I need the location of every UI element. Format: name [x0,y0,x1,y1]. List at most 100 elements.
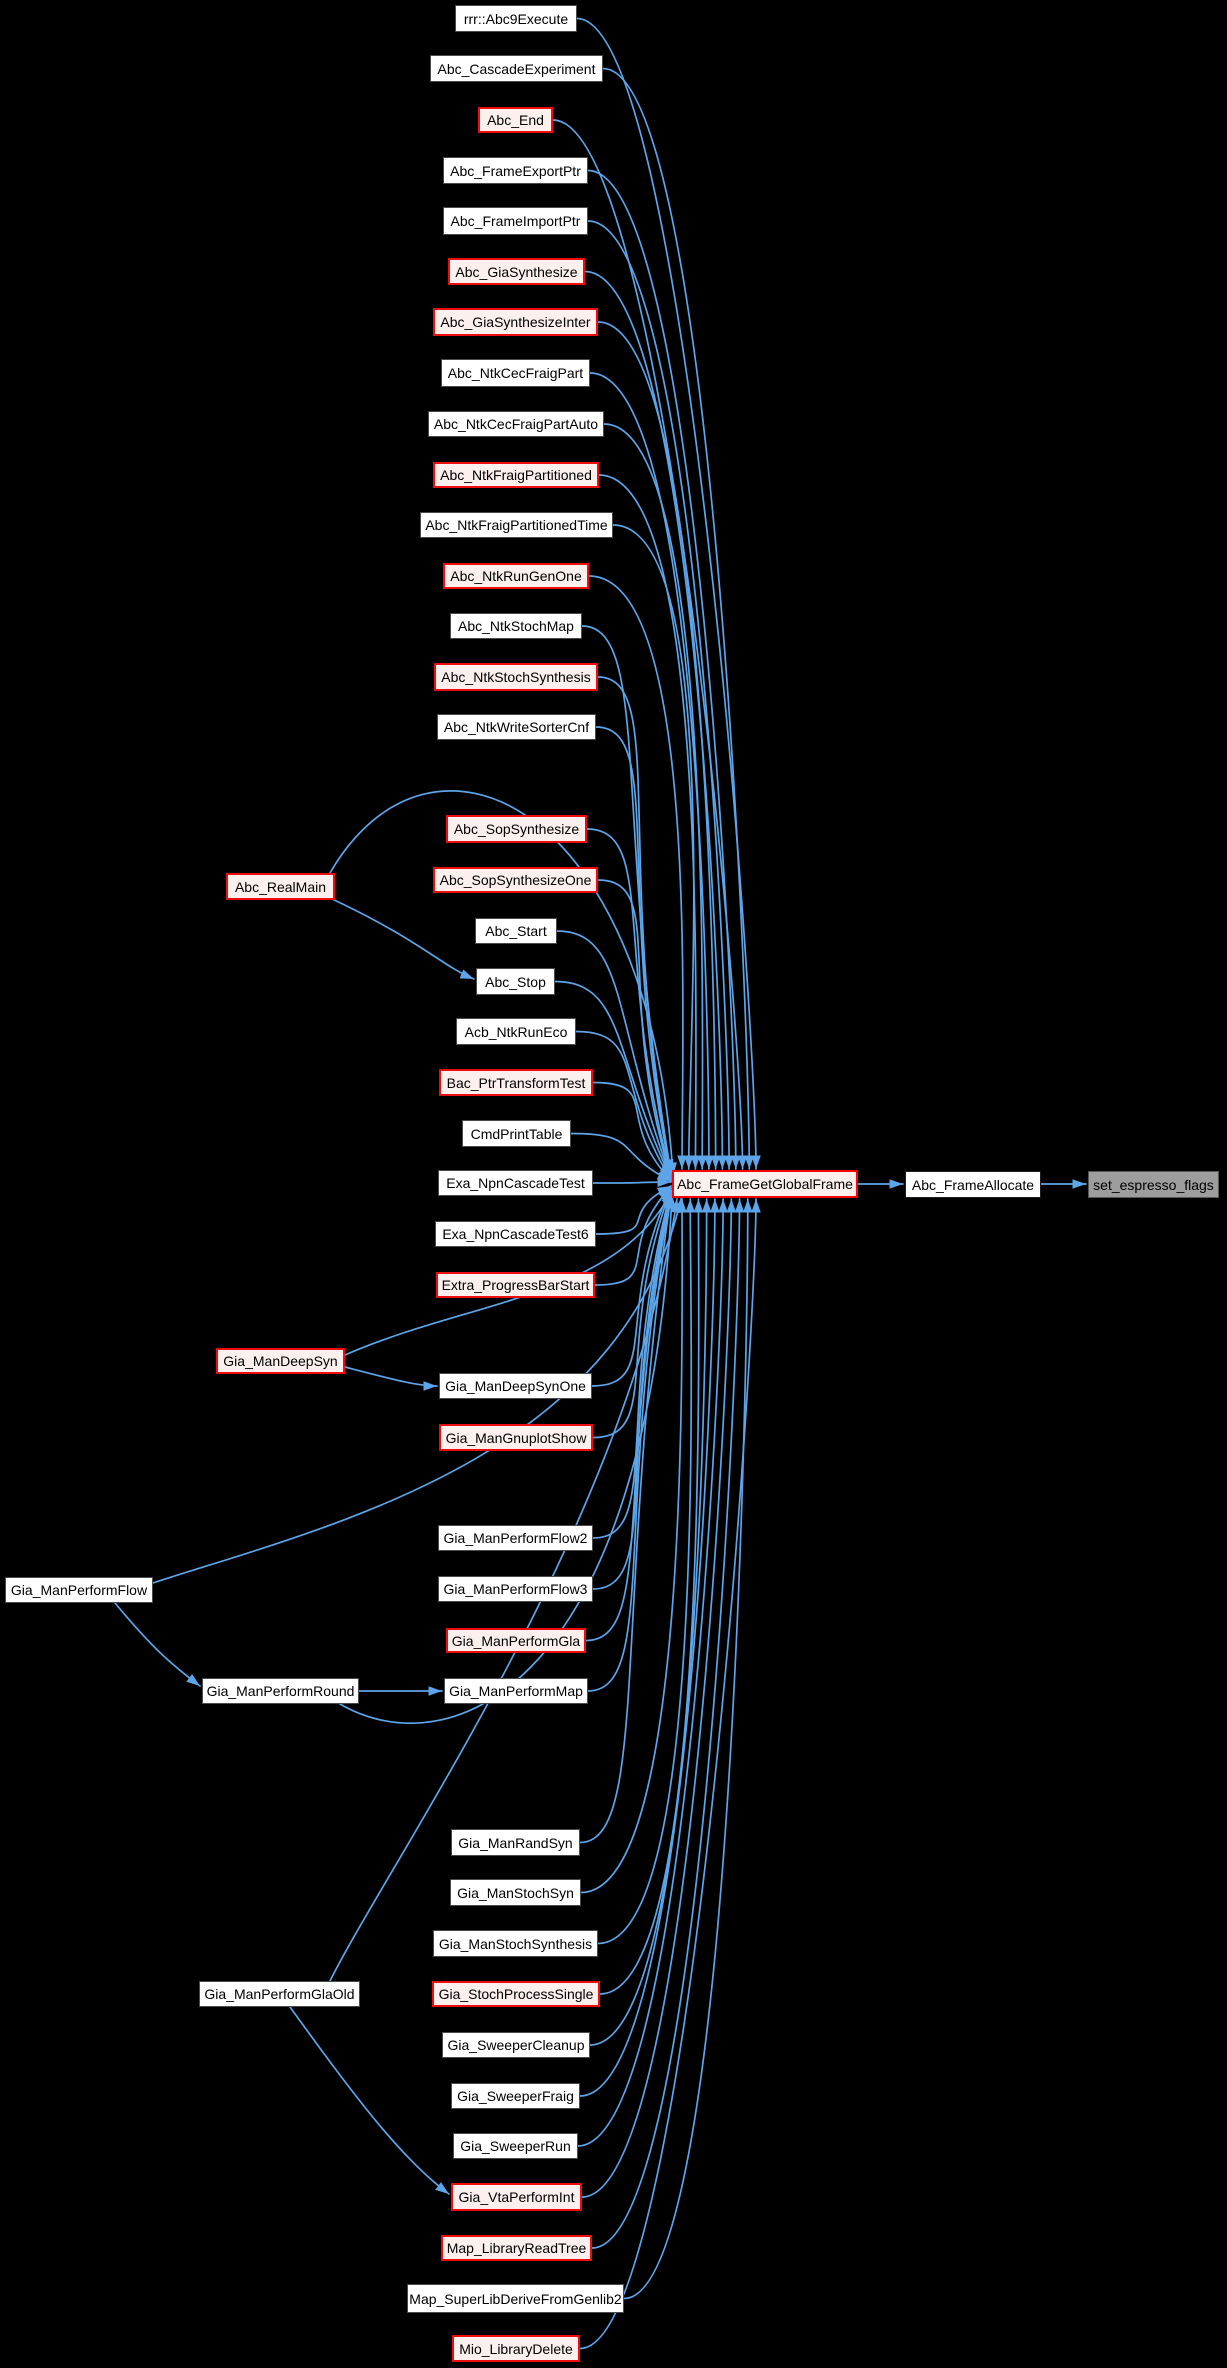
node-set-espresso-flags[interactable]: set_espresso_flags [1088,1171,1219,1198]
node-abc-giasynthesizeinter[interactable]: Abc_GiaSynthesizeInter [433,308,598,336]
node-gia-manstochsyn[interactable]: Gia_ManStochSyn [450,1879,581,1906]
node-abc-ntkrungenone[interactable]: Abc_NtkRunGenOne [443,563,589,589]
edge-abc-sopsynthesizeone-to-abc-framegetglobalframe [597,879,672,1178]
node-gia-mangnuplotshow[interactable]: Gia_ManGnuplotShow [439,1424,593,1451]
edge-gia-sweepercleanup-to-abc-framegetglobalframe [589,1198,708,2046]
node-exa-npncascadetest6[interactable]: Exa_NpnCascadeTest6 [435,1221,596,1247]
edge-abc-ntkstochsynthesis-to-abc-framegetglobalframe [597,676,672,1175]
node-gia-manperformflow2[interactable]: Gia_ManPerformFlow2 [438,1525,593,1551]
arrowhead-map-superlibderivefromgenlib2-to-abc-framegetglobalframe [742,1199,753,1213]
node-abc-end[interactable]: Abc_End [478,107,553,133]
node-gia-manperformround[interactable]: Gia_ManPerformRound [202,1678,359,1704]
edge-gia-sweeperrun-to-abc-framegetglobalframe [577,1198,724,2147]
arrowhead-abc-ntkfraigpartitionedtime-to-abc-framegetglobalframe [683,1155,694,1169]
node-gia-mandeepsyn[interactable]: Gia_ManDeepSyn [216,1348,345,1374]
node-bac-ptrtransformtest[interactable]: Bac_PtrTransformTest [439,1069,593,1096]
arrowhead-abc-giasynthesize-to-abc-framegetglobalframe [717,1155,728,1169]
node-abc-giasynthesize[interactable]: Abc_GiaSynthesize [448,258,585,285]
node-abc-ntkstochmap[interactable]: Abc_NtkStochMap [450,613,582,639]
node-gia-manperformmap[interactable]: Gia_ManPerformMap [444,1678,588,1704]
node-gia-manperformflow3[interactable]: Gia_ManPerformFlow3 [438,1576,593,1602]
node-abc-cascadeexperiment[interactable]: Abc_CascadeExperiment [430,55,603,82]
arrowhead-gia-manstochsynthesis-to-abc-framegetglobalframe [685,1199,696,1213]
arrowhead-abc-frameallocate-to-set-espresso-flags [1072,1179,1086,1189]
arrowhead-gia-sweeperrun-to-abc-framegetglobalframe [718,1199,728,1213]
node-abc-sopsynthesizeone[interactable]: Abc_SopSynthesizeOne [433,867,598,893]
node-mio-librarydelete[interactable]: Mio_LibraryDelete [452,2335,580,2362]
edge-abc-cascadeexperiment-to-abc-framegetglobalframe [602,67,751,1170]
arrowhead-abc-ntkcecfraigpartauto-to-abc-framegetglobalframe [697,1155,707,1169]
node-abc-frameexportptr[interactable]: Abc_FrameExportPtr [443,157,588,184]
node-gia-sweeperrun[interactable]: Gia_SweeperRun [453,2133,578,2159]
node-abc-ntkfraigpartitioned[interactable]: Abc_NtkFraigPartitioned [433,462,599,488]
node-abc-ntkwritesortercnf[interactable]: Abc_NtkWriteSorterCnf [437,714,596,740]
node-abc-stop[interactable]: Abc_Stop [476,968,555,995]
edge-abc-ntkcecfraigpartauto-to-abc-framegetglobalframe [603,423,704,1170]
edge-abc-sopsynthesize-to-abc-framegetglobalframe [586,828,672,1177]
node-exa-npncascadetest[interactable]: Exa_NpnCascadeTest [438,1170,593,1196]
node-map-libraryreadtree[interactable]: Map_LibraryReadTree [441,2235,592,2261]
edge-gia-mandeepsynone-to-abc-framegetglobalframe [591,1187,672,1387]
node-gia-sweeperfraig[interactable]: Gia_SweeperFraig [451,2083,580,2109]
edge-gia-manstochsynthesis-to-abc-framegetglobalframe [597,1198,693,1945]
edge-abc-giasynthesize-to-abc-framegetglobalframe [584,270,724,1170]
node-gia-manperformflow[interactable]: Gia_ManPerformFlow [5,1577,153,1603]
edge-abc-realmain-to-abc-stop [329,897,475,980]
arrowhead-gia-manperformglaold-to-abc-framegetglobalframe [670,1199,680,1214]
node-gia-manstochsynthesis[interactable]: Gia_ManStochSynthesis [433,1930,598,1957]
edge-gia-manperformglaold-to-gia-vtaperformint [289,2006,450,2195]
edge-abc-frameimportptr-to-abc-framegetglobalframe [587,220,730,1170]
arrowhead-gia-sweeperfraig-to-abc-framegetglobalframe [710,1199,720,1213]
edge-abc-stop-to-abc-framegetglobalframe [554,980,672,1180]
node-abc-ntkfraigpartitionedtime[interactable]: Abc_NtkFraigPartitionedTime [420,512,613,538]
node-cmdprinttable[interactable]: CmdPrintTable [462,1120,571,1147]
arrowhead-gia-mandeepsyn-to-gia-mandeepsynone [423,1381,437,1391]
arrowhead-exa-npncascadetest-to-abc-framegetglobalframe [657,1177,671,1187]
edge-gia-stochprocesssingle-to-abc-framegetglobalframe [599,1198,700,1995]
node-extra-progressbarstart[interactable]: Extra_ProgressBarStart [436,1272,595,1298]
node-rrr-abc9execute[interactable]: rrr::Abc9Execute [455,5,577,32]
edge-gia-manstochsyn-to-abc-framegetglobalframe [580,1198,684,1894]
node-abc-ntkcecfraigpartauto[interactable]: Abc_NtkCecFraigPartAuto [428,411,604,437]
arrowhead-abc-framegetglobalframe-to-abc-frameallocate [889,1179,903,1189]
arrowhead-gia-sweepercleanup-to-abc-framegetglobalframe [701,1199,712,1213]
edge-exa-npncascadetest-to-abc-framegetglobalframe [592,1181,672,1184]
node-abc-framegetglobalframe[interactable]: Abc_FrameGetGlobalFrame [672,1170,858,1198]
node-gia-vtaperformint[interactable]: Gia_VtaPerformInt [451,2183,582,2211]
node-gia-manperformglaold[interactable]: Gia_ManPerformGlaOld [199,1981,360,2007]
node-abc-ntkstochsynthesis[interactable]: Abc_NtkStochSynthesis [434,663,598,691]
edge-cmdprinttable-to-abc-framegetglobalframe [570,1132,672,1182]
edge-abc-ntkwritesortercnf-to-abc-framegetglobalframe [595,726,672,1176]
node-abc-ntkcecfraigpart[interactable]: Abc_NtkCecFraigPart [441,359,590,387]
node-gia-manperformgla[interactable]: Gia_ManPerformGla [446,1628,586,1653]
arrowhead-abc-realmain-to-abc-framegetglobalframe [667,1162,677,1176]
node-abc-frameimportptr[interactable]: Abc_FrameImportPtr [443,207,588,235]
node-gia-sweepercleanup[interactable]: Gia_SweeperCleanup [442,2032,590,2058]
node-gia-manrandsyn[interactable]: Gia_ManRandSyn [451,1829,580,1856]
node-gia-mandeepsynone[interactable]: Gia_ManDeepSynOne [439,1373,592,1399]
arrowhead-gia-vtaperformint-to-abc-framegetglobalframe [726,1199,737,1213]
edge-gia-manperformflow3-to-abc-framegetglobalframe [592,1190,672,1590]
node-abc-realmain[interactable]: Abc_RealMain [226,873,335,900]
edge-gia-manperformglaold-to-abc-framegetglobalframe [329,1198,678,1982]
node-abc-frameallocate[interactable]: Abc_FrameAllocate [905,1171,1041,1198]
edge-exa-npncascadetest6-to-abc-framegetglobalframe [595,1185,672,1235]
edge-gia-manperformflow2-to-abc-framegetglobalframe [592,1189,672,1539]
node-gia-stochprocesssingle[interactable]: Gia_StochProcessSingle [432,1981,600,2007]
edge-map-superlibderivefromgenlib2-to-abc-framegetglobalframe [623,1198,749,2300]
edge-gia-manperformround-to-abc-framegetglobalframe [339,1194,673,1724]
arrowhead-map-libraryreadtree-to-abc-framegetglobalframe [734,1199,745,1213]
edge-abc-start-to-abc-framegetglobalframe [556,930,672,1179]
node-abc-sopsynthesize[interactable]: Abc_SopSynthesize [446,815,587,843]
edge-abc-giasynthesizeinter-to-abc-framegetglobalframe [597,321,717,1170]
edge-abc-ntkfraigpartitionedtime-to-abc-framegetglobalframe [612,524,695,1170]
arrowhead-bac-ptrtransformtest-to-abc-framegetglobalframe [658,1167,671,1181]
arrowhead-gia-manrandsyn-to-abc-framegetglobalframe [664,1195,674,1210]
node-map-superlibderivefromgenlib2[interactable]: Map_SuperLibDeriveFromGenlib2 [407,2284,624,2313]
node-abc-start[interactable]: Abc_Start [475,918,557,944]
edge-gia-manperformflow-to-abc-framegetglobalframe [152,1198,682,1584]
edge-acb-ntkruneco-to-abc-framegetglobalframe [575,1030,672,1181]
arrowhead-gia-manperformround-to-gia-manperformmap [428,1686,442,1696]
node-acb-ntkruneco[interactable]: Acb_NtkRunEco [456,1018,576,1045]
